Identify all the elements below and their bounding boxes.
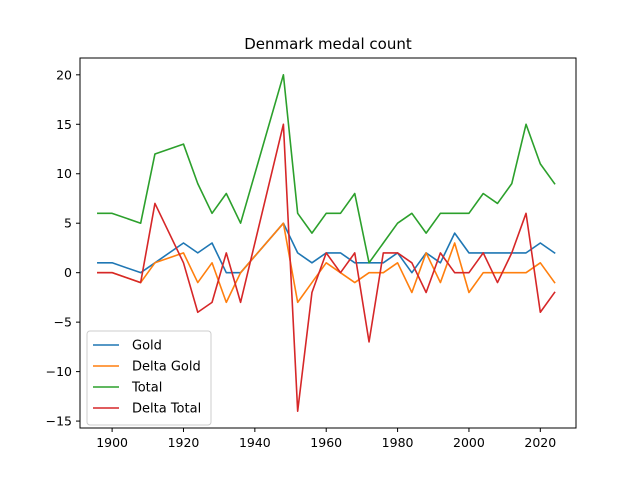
series-line-1 — [97, 222, 556, 304]
series-layer — [97, 74, 556, 412]
y-tick-label: −10 — [46, 364, 72, 379]
legend-label: Delta Total — [132, 402, 201, 417]
series-line-3 — [97, 123, 556, 412]
x-tick-label: 2020 — [524, 435, 556, 450]
legend-label: Delta Gold — [132, 360, 201, 375]
y-tick-label: 0 — [64, 265, 72, 280]
y-tick-label: −5 — [54, 315, 72, 330]
legend-label: Total — [131, 381, 162, 396]
x-tick-label: 1920 — [168, 435, 200, 450]
x-tick-label: 1980 — [382, 435, 414, 450]
y-tick-label: 20 — [56, 67, 72, 82]
series-line-0 — [97, 222, 556, 274]
x-tick-label: 1960 — [310, 435, 342, 450]
legend-label: Gold — [132, 339, 162, 354]
series-line-2 — [97, 74, 556, 264]
y-tick-label: −15 — [46, 414, 72, 429]
x-tick-label: 2000 — [453, 435, 485, 450]
y-tick-label: 5 — [64, 216, 72, 231]
y-tick-label: 15 — [56, 117, 72, 132]
plot-frame — [79, 57, 577, 429]
chart-title: Denmark medal count — [244, 35, 412, 53]
x-tick-label: 1940 — [239, 435, 271, 450]
y-tick-label: 10 — [56, 166, 72, 181]
y-axis: −15 −10 −5 0 5 10 15 20 — [46, 67, 80, 429]
legend: Gold Delta Gold Total Delta Total — [86, 330, 212, 426]
legend-box — [86, 330, 212, 426]
x-axis: 1900 1920 1940 1960 1980 2000 2020 — [96, 428, 556, 450]
x-tick-label: 1900 — [96, 435, 128, 450]
